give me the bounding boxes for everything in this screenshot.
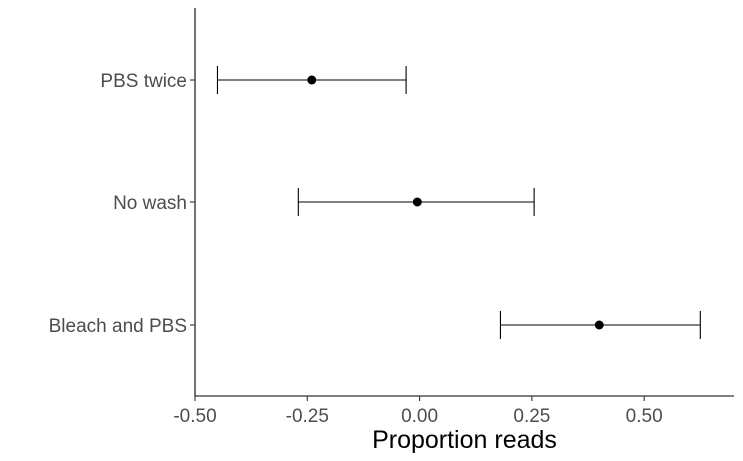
estimate-point (412, 197, 422, 207)
x-tick-label: 0.50 (626, 406, 663, 427)
y-tick-label: Bleach and PBS (49, 316, 187, 337)
y-tick-label: No wash (113, 193, 187, 214)
error-bars (216, 66, 701, 339)
y-axis-ticks: PBS twice No wash Bleach and PBS (49, 71, 195, 337)
y-tick-label: PBS twice (100, 71, 187, 92)
x-tick-label: 0.25 (513, 406, 550, 427)
x-axis-title: Proportion reads (372, 426, 557, 454)
estimate-point (307, 75, 317, 85)
estimate-points (307, 75, 604, 330)
estimate-point (594, 320, 604, 330)
x-axis-ticks: -0.50 -0.25 0.00 0.25 0.50 (173, 396, 663, 427)
x-tick-label: -0.25 (286, 406, 329, 427)
x-tick-label: 0.00 (401, 406, 438, 427)
x-tick-label: -0.50 (173, 406, 216, 427)
